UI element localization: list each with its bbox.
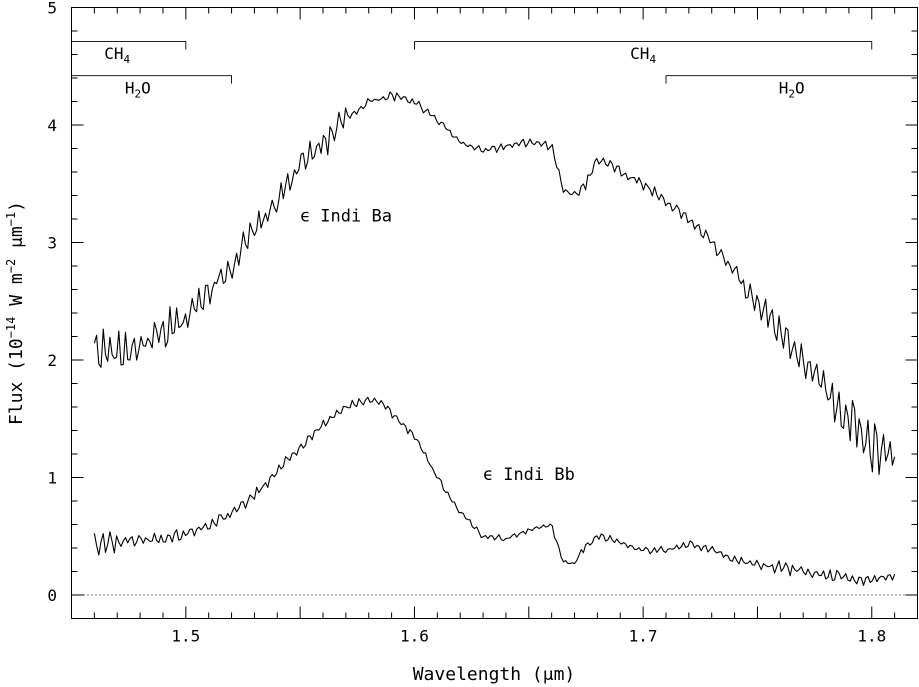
series-label-1: ϵ Indi Ba [300,206,392,226]
x-tick-label: 1.6 [400,627,429,646]
band-label: CH4 [630,44,656,66]
band-label: H2O [779,78,805,100]
series-label-2: ϵ Indi Bb [483,465,575,485]
absorption-band-annotations: CH4 H2O CH4 H2O [71,41,918,100]
band-label: CH4 [104,44,130,66]
band-bracket [71,41,187,50]
spectrum-series: ϵ Indi Ba ϵ Indi Bb [93,91,896,587]
y-tick-label: 5 [47,0,57,18]
spectrum-line-1 [93,91,896,475]
x-tick-label: 1.5 [171,627,200,646]
y-tick-label: 2 [47,351,57,370]
y-axis-label: Flux (10−14 W m−2 μm−1) [4,201,27,425]
y-tick-label: 4 [47,116,57,135]
axis-ticks [71,7,918,619]
x-axis-label: Wavelength (μm) [413,664,576,685]
y-tick-label: 1 [47,469,57,488]
band-bracket [71,75,233,84]
x-tick-label: 1.7 [629,627,658,646]
y-tick-label: 3 [47,234,57,253]
band-label: H2O [125,78,151,100]
spectrum-line-2 [93,396,896,587]
band-bracket [414,41,873,50]
band-bracket [665,75,918,84]
tick-labels: 1.5 1.6 1.7 1.8 0 1 2 3 4 5 [47,0,886,646]
x-tick-label: 1.8 [857,627,886,646]
y-tick-label: 0 [47,586,57,605]
